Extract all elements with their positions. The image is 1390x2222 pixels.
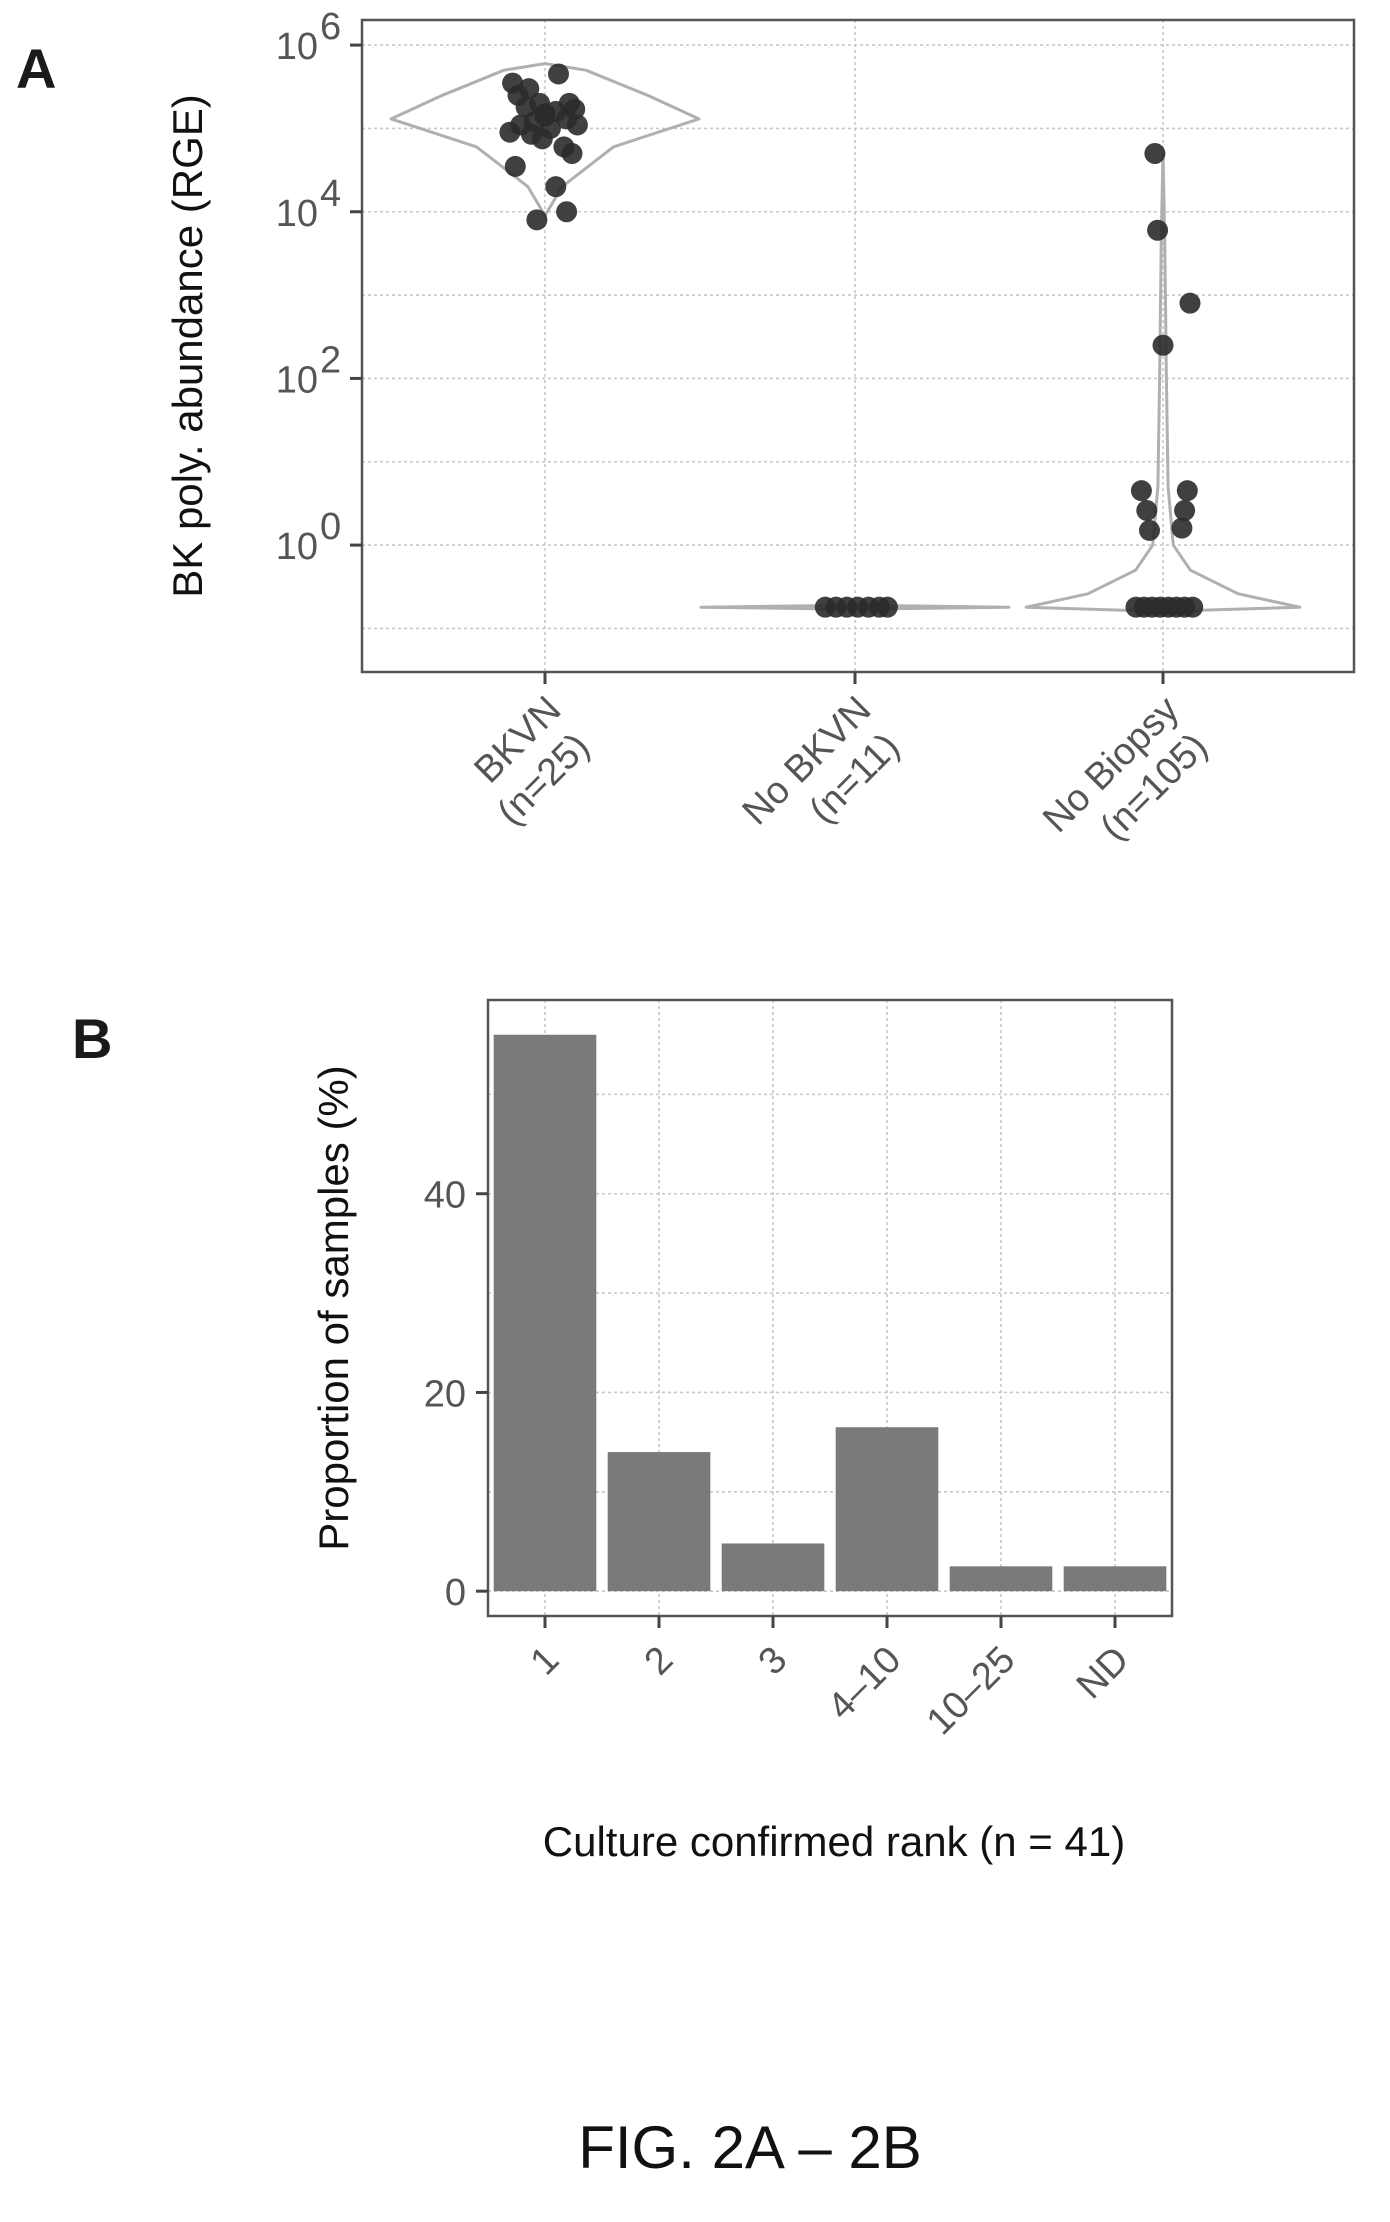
x-tick-label: 10–25 — [919, 1639, 1023, 1743]
data-point — [518, 78, 540, 100]
data-point — [1182, 596, 1204, 618]
data-point — [526, 209, 548, 231]
y-tick-label: 40 — [424, 1175, 466, 1217]
panel-a-points — [499, 63, 1204, 618]
panel-b-gridlines — [488, 1000, 1172, 1616]
panel-b-bars — [493, 1034, 1167, 1592]
y-tick-label: 10 — [276, 526, 318, 568]
data-point — [566, 114, 588, 136]
panel-a-plot-frame — [360, 18, 1356, 674]
bar-1 — [493, 1034, 597, 1592]
figure-caption: FIG. 2A – 2B — [578, 2114, 922, 2181]
y-tick-label: 0 — [445, 1572, 466, 1614]
data-point — [504, 155, 526, 177]
y-tick-exponent: 4 — [320, 173, 341, 215]
x-tick-label: 3 — [751, 1639, 796, 1684]
panel-b-x-axis-title: Culture confirmed rank (n = 41) — [543, 1818, 1125, 1865]
data-point — [531, 128, 553, 150]
panel-a-letter: A — [16, 37, 56, 100]
data-point — [1136, 500, 1158, 522]
bar-ND — [1063, 1566, 1167, 1592]
data-point — [1147, 219, 1169, 241]
data-point — [545, 176, 567, 198]
bar-3 — [721, 1543, 825, 1592]
panel-b-plot-frame — [486, 998, 1174, 1618]
y-tick-label: 10 — [276, 26, 318, 68]
violin-outline-1 — [389, 62, 701, 218]
y-tick-label: 10 — [276, 359, 318, 401]
panel-b-letter: B — [72, 1007, 112, 1070]
panel-a-y-axis-title: BK poly. abundance (RGE) — [164, 94, 211, 598]
x-tick-label-3: No Biopsy(n=105) — [1035, 689, 1215, 849]
data-point — [1171, 517, 1193, 539]
bar-10-25 — [949, 1566, 1053, 1592]
y-tick-label: 10 — [276, 193, 318, 235]
x-tick-label-1: BKVN(n=25) — [466, 689, 597, 834]
y-tick-label: 20 — [424, 1373, 466, 1415]
panel-a-gridlines — [362, 20, 1354, 672]
bar-4-10 — [835, 1427, 939, 1592]
data-point — [876, 596, 898, 618]
data-point — [515, 96, 537, 118]
data-point — [556, 201, 578, 223]
y-tick-exponent: 2 — [320, 339, 341, 381]
data-point — [1176, 480, 1198, 502]
y-tick-exponent: 0 — [320, 506, 341, 548]
data-point — [1152, 334, 1174, 356]
data-point — [561, 143, 583, 165]
panel-b-x-ticks: 1 2 3 4–10 10–25 ND — [523, 1616, 1138, 1743]
bar-2 — [607, 1452, 711, 1592]
data-point — [1144, 143, 1166, 165]
x-tick-label-2: No BKVN(n=11) — [735, 689, 908, 834]
panel-b-y-axis-title: Proportion of samples (%) — [310, 1065, 357, 1551]
data-point — [1139, 519, 1160, 541]
data-point — [548, 63, 569, 85]
x-tick-label: 1 — [523, 1639, 568, 1684]
x-tick-label: 2 — [637, 1639, 682, 1684]
panel-a-x-ticks: BKVN(n=25) No BKVN(n=11) No Biopsy(n=105) — [466, 672, 1216, 849]
data-point — [534, 105, 556, 127]
x-tick-label: ND — [1069, 1639, 1138, 1708]
data-point — [1130, 480, 1152, 502]
y-tick-exponent: 6 — [320, 6, 341, 48]
data-point — [1179, 292, 1201, 314]
data-point — [1174, 500, 1196, 522]
x-tick-label: 4–10 — [820, 1639, 909, 1728]
panel-b-y-ticks: 0 20 40 — [424, 1175, 488, 1614]
data-point — [499, 121, 521, 143]
